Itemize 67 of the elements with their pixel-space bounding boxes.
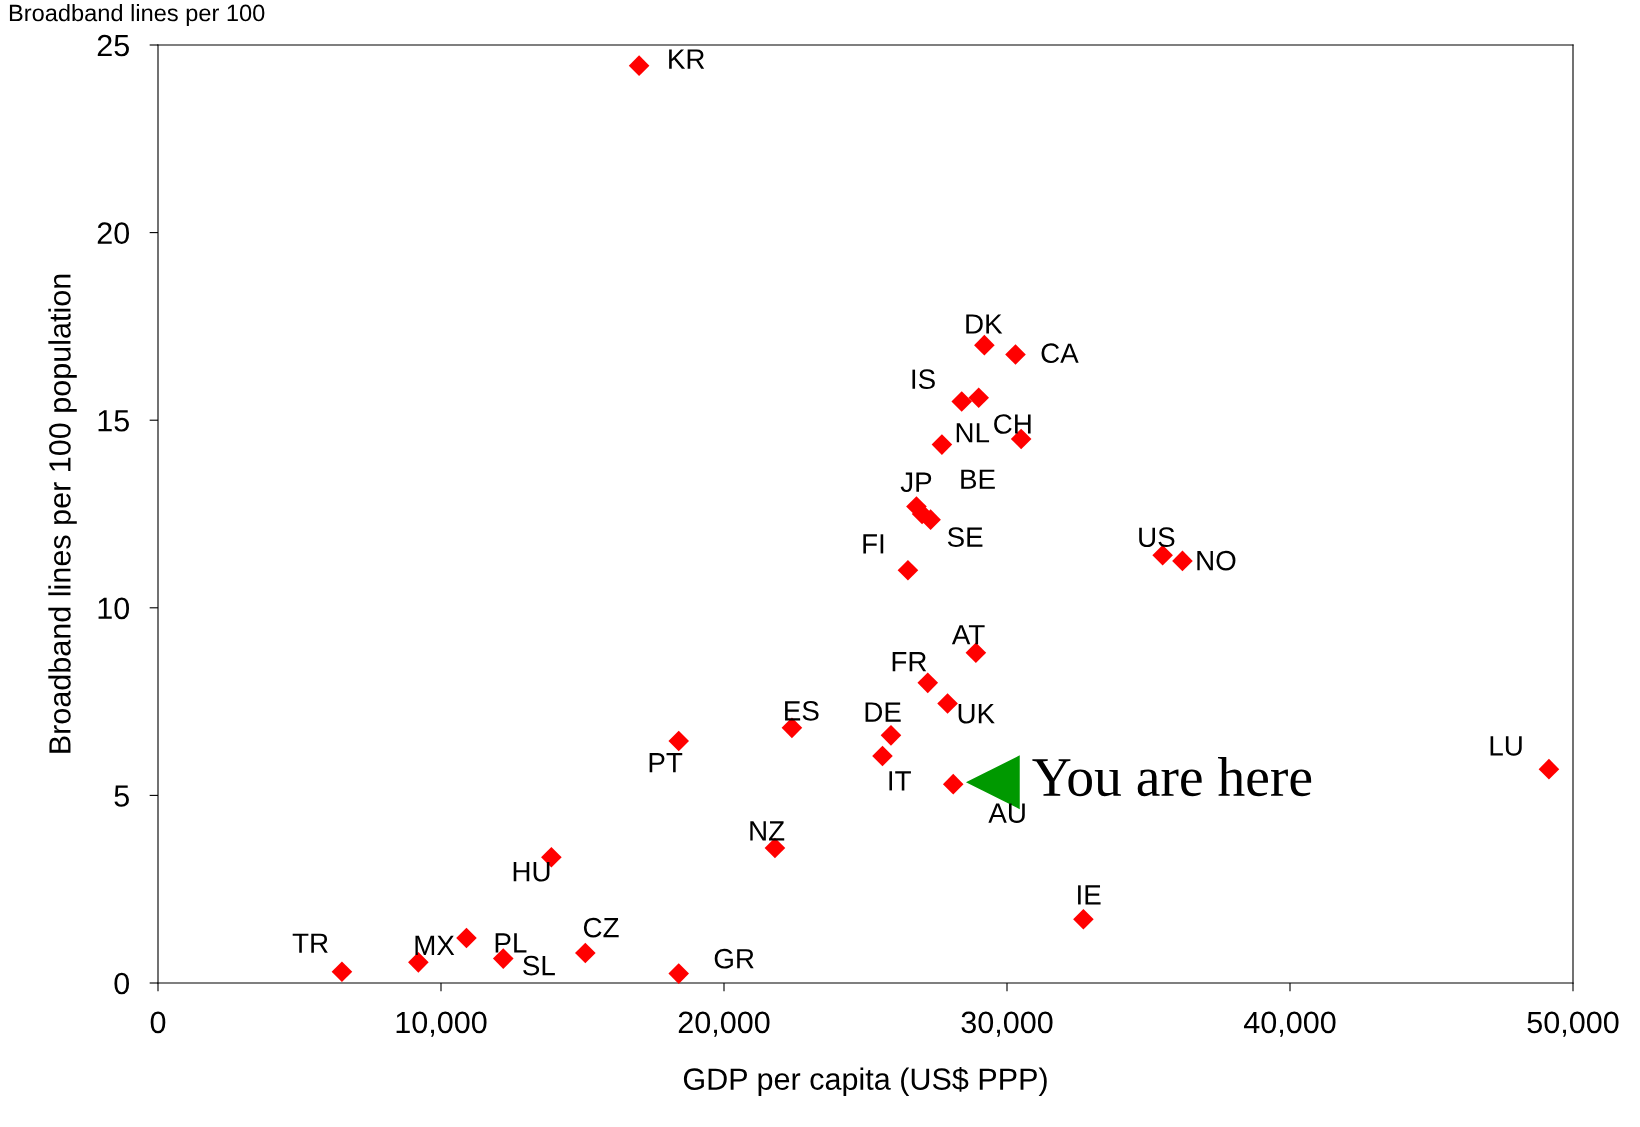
data-label: CA	[1041, 343, 1079, 364]
data-label: TR	[292, 933, 328, 953]
point	[1073, 908, 1094, 930]
y-tick-label: 20	[97, 222, 130, 244]
y-tick-label: 10	[98, 597, 130, 620]
data-label: DE	[865, 702, 901, 722]
data-label: AT	[951, 625, 985, 645]
y-axis-title: Broadband lines per 100 population	[48, 274, 77, 753]
data-label: NZ	[750, 821, 785, 841]
point	[1005, 344, 1026, 365]
data-label: DK	[966, 314, 1003, 334]
data-label: LU	[1490, 736, 1522, 756]
point	[942, 773, 964, 795]
data-label: SL	[523, 955, 555, 976]
text: Broadband lines per 100	[9, 4, 265, 27]
x-tick-label: 0	[150, 1011, 166, 1034]
point	[456, 927, 477, 949]
data-label: UK	[958, 704, 995, 724]
data-label: IE	[1078, 885, 1101, 905]
data-label: IS	[912, 369, 935, 390]
data-label: AU	[988, 803, 1025, 823]
point	[668, 730, 690, 752]
point	[974, 334, 995, 356]
point	[920, 509, 941, 530]
series-label: You are here	[1032, 757, 1312, 797]
data-label: SE	[947, 527, 983, 547]
data-label: JP	[900, 472, 932, 492]
x-tick-label: 20,000	[678, 1011, 770, 1037]
data-label: IT	[889, 771, 911, 791]
y-tick-label: 15	[98, 410, 129, 432]
point	[968, 387, 989, 408]
point	[331, 961, 353, 983]
data-label: MX	[415, 935, 455, 955]
data-label: PL	[495, 933, 527, 953]
point	[897, 559, 919, 581]
data-label: US	[1139, 527, 1175, 548]
point	[937, 693, 958, 714]
data-label: ES	[785, 701, 819, 721]
data-label: FR	[892, 652, 927, 672]
y-tick-label: 0	[114, 972, 130, 995]
data-label: CH	[994, 414, 1031, 434]
point	[668, 963, 690, 984]
point	[1538, 758, 1560, 780]
x-tick-label: 50,000	[1527, 1011, 1619, 1037]
point	[951, 391, 973, 412]
data-label: PT	[649, 753, 683, 773]
point	[880, 725, 902, 746]
data-label: KR	[669, 49, 705, 69]
data-label: FI	[863, 534, 884, 554]
point	[575, 942, 596, 964]
point	[872, 745, 893, 767]
data-label: GR	[714, 948, 754, 969]
x-tick-label: 30,000	[961, 1011, 1053, 1037]
point	[931, 434, 953, 455]
x-tick-label: 10,000	[396, 1011, 487, 1037]
x-tick-label: 40,000	[1243, 1011, 1336, 1037]
data-label: HU	[513, 862, 550, 882]
point	[917, 672, 939, 694]
y-tick-label: 5	[114, 785, 129, 807]
y-tick-label: 25	[97, 34, 129, 57]
point	[1172, 550, 1193, 572]
data-label: NO	[1197, 550, 1236, 571]
point	[628, 55, 650, 76]
data-label: BE	[961, 469, 995, 489]
x-axis-title: GDP per capita (US$ PPP)	[683, 1067, 1047, 1096]
data-label: NL	[956, 423, 990, 443]
data-label: CZ	[583, 917, 619, 938]
